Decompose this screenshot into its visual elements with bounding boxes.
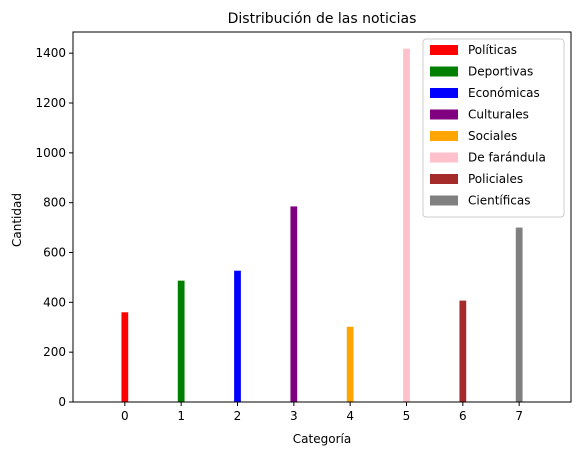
y-tick-label: 1000: [35, 146, 66, 160]
y-tick-label: 800: [43, 196, 66, 210]
legend-swatch: [430, 152, 458, 163]
legend-label: Deportivas: [468, 65, 533, 79]
legend-label: Sociales: [468, 129, 517, 143]
x-tick-label: 4: [346, 409, 354, 423]
chart-title: Distribución de las noticias: [228, 11, 417, 27]
legend-swatch: [430, 174, 458, 184]
legend-box: [422, 38, 565, 218]
x-axis-label: Categoría: [293, 432, 351, 446]
y-axis-label: Cantidad: [10, 193, 24, 247]
bar-3: [290, 206, 298, 402]
legend-label: Económicas: [468, 86, 540, 100]
legend: Políticas Deportivas Económicas Culturales S…: [422, 38, 565, 218]
y-tick-label: 1200: [35, 96, 66, 110]
legend-label: Culturales: [468, 108, 529, 122]
legend-swatch: [430, 131, 458, 141]
x-tick-label: 0: [121, 409, 129, 423]
legend-label: Policiales: [468, 172, 523, 186]
y-tick-label: 200: [43, 345, 66, 359]
y-tick-label: 1400: [35, 46, 66, 60]
y-tick-label: 0: [58, 395, 66, 409]
bar-2: [234, 270, 241, 402]
bar-0: [121, 312, 129, 402]
legend-label: Científicas: [468, 194, 531, 208]
bar-5: [403, 48, 410, 402]
plot-frame: [72, 31, 572, 403]
x-tick-label: 7: [515, 409, 523, 423]
x-tick-label: 1: [177, 409, 185, 423]
legend-label: De farándula: [468, 151, 546, 165]
axes-group: 0 1 2 3 4 5 6 7 0 200 400 600 800 1000 1200 1400: [35, 31, 572, 423]
y-tick-label: 400: [43, 295, 66, 309]
x-tick-label: 2: [234, 409, 242, 423]
x-tick-label: 3: [290, 409, 298, 423]
bar-1: [177, 280, 185, 402]
bars-group: [121, 48, 523, 402]
legend-swatch: [430, 109, 458, 120]
x-tick-label: 5: [403, 409, 411, 423]
bar-4: [346, 326, 354, 402]
legend-swatch: [430, 45, 458, 55]
bar-7: [515, 227, 523, 402]
bar-6: [459, 300, 467, 402]
legend-swatch: [430, 195, 458, 206]
x-tick-label: 6: [459, 409, 467, 423]
legend-swatch: [430, 88, 458, 98]
y-tick-label: 600: [43, 246, 66, 260]
legend-label: Políticas: [468, 43, 517, 57]
legend-swatch: [430, 66, 458, 77]
